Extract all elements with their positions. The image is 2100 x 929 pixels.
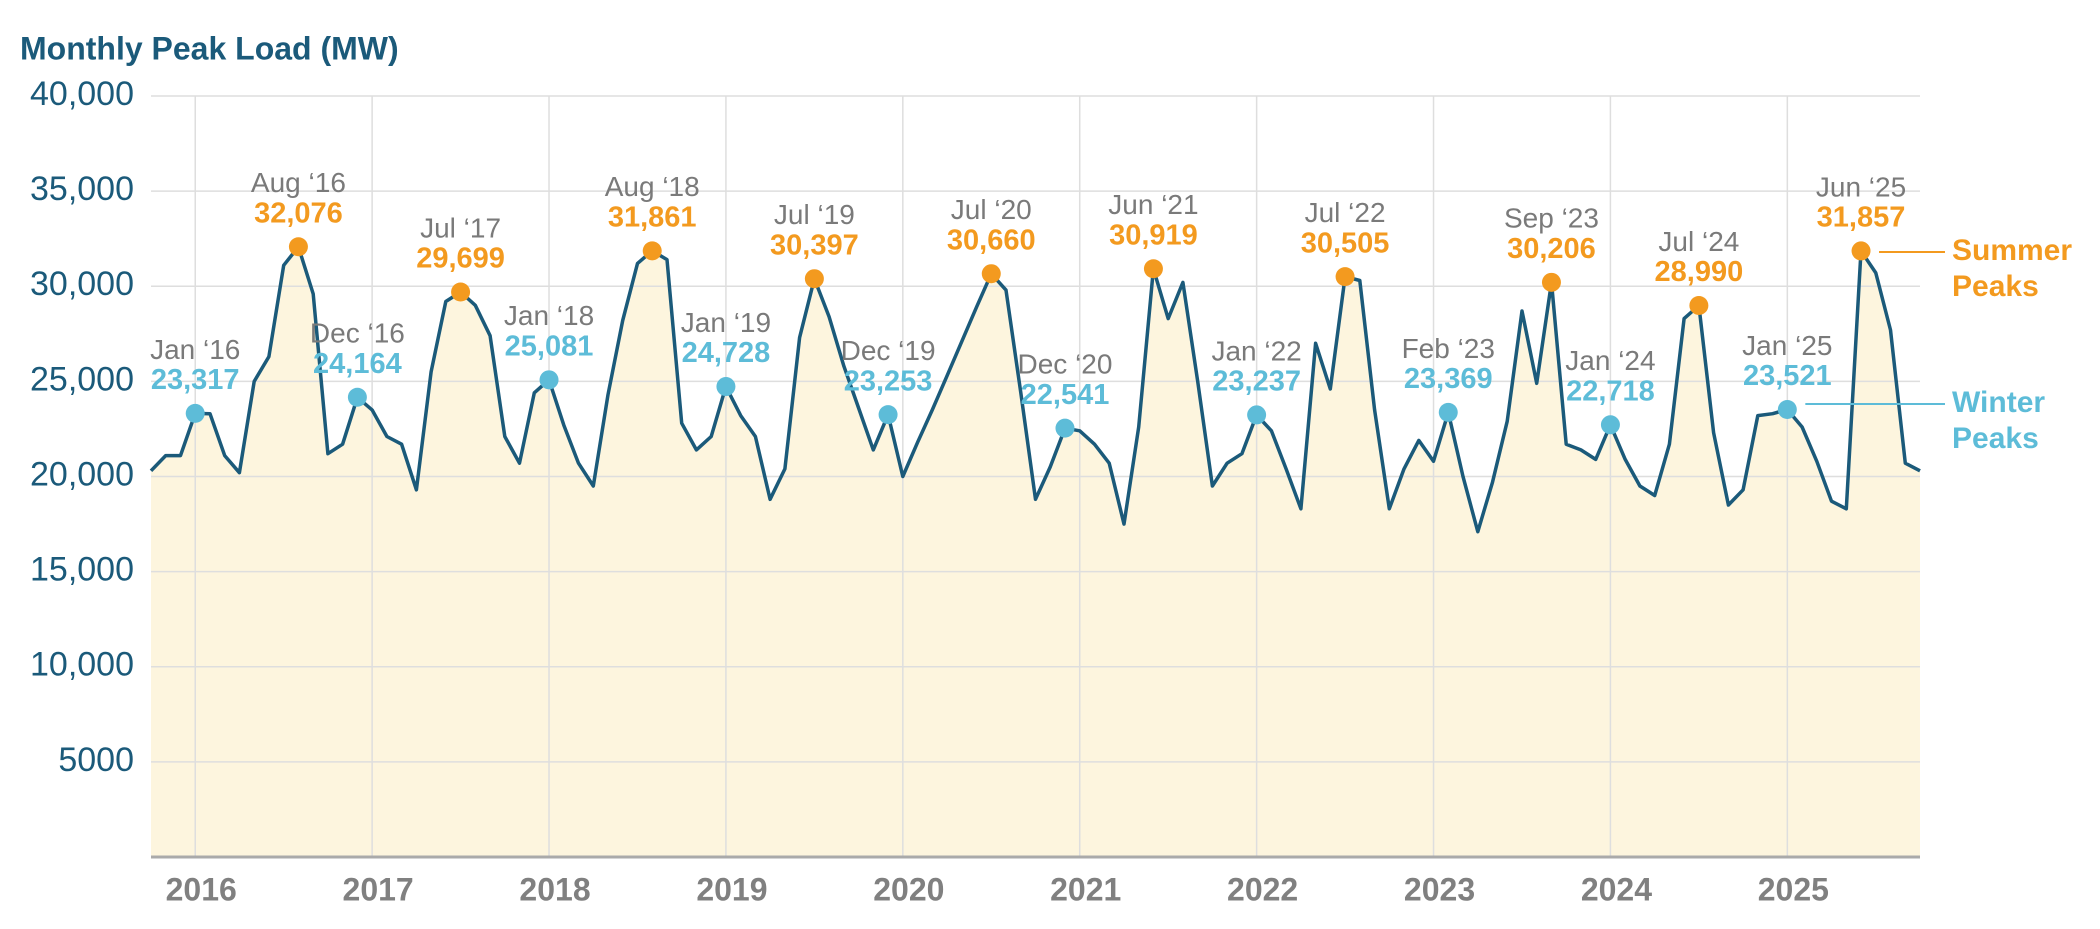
peak-date-label: Dec ‘20 bbox=[1018, 349, 1113, 380]
peak-date-label: Dec ‘16 bbox=[310, 318, 405, 349]
y-tick-label: 40,000 bbox=[30, 75, 134, 113]
peak-date-label: Jul ‘24 bbox=[1658, 226, 1739, 257]
y-tick-label: 10,000 bbox=[30, 646, 134, 684]
x-tick-label: 2020 bbox=[873, 871, 944, 907]
line bbox=[149, 245, 1921, 534]
peak-point bbox=[981, 264, 1001, 284]
peak-value-label: 31,861 bbox=[608, 202, 697, 234]
peak-value-label: 30,206 bbox=[1507, 233, 1596, 265]
y-tick-label: 20,000 bbox=[30, 455, 134, 493]
peak-value-label: 22,718 bbox=[1566, 375, 1655, 407]
peak-value-label: 28,990 bbox=[1655, 256, 1744, 288]
peak-point bbox=[878, 405, 898, 425]
peak-value-label: 23,521 bbox=[1743, 360, 1832, 392]
peak-value-label: 29,699 bbox=[416, 243, 505, 275]
x-tick-label: 2023 bbox=[1404, 871, 1475, 907]
peak-date-label: Jun ‘21 bbox=[1108, 189, 1198, 220]
peak-date-label: Sep ‘23 bbox=[1504, 203, 1599, 234]
peak-date-label: Dec ‘19 bbox=[841, 335, 936, 366]
area bbox=[151, 246, 1920, 858]
y-tick-label: 30,000 bbox=[30, 265, 134, 303]
legend-label: Summer Peaks bbox=[1952, 234, 2072, 303]
peak-point bbox=[185, 403, 205, 423]
peak-point bbox=[804, 269, 824, 289]
peak-point bbox=[716, 377, 736, 397]
x-tick-label: 2024 bbox=[1581, 871, 1652, 907]
y-tick-label: 5000 bbox=[58, 741, 134, 779]
peak-value-label: 23,237 bbox=[1212, 366, 1301, 398]
peak-point bbox=[288, 237, 308, 257]
peak-point bbox=[451, 282, 471, 302]
peak-point bbox=[1777, 400, 1797, 420]
peak-value-label: 22,541 bbox=[1021, 379, 1110, 411]
legend-word: Peaks bbox=[1952, 270, 2039, 303]
peak-point bbox=[1055, 418, 1075, 438]
peak-value-label: 23,317 bbox=[151, 364, 240, 396]
legend-word: Peaks bbox=[1952, 422, 2039, 455]
y-tick-label: 35,000 bbox=[30, 170, 134, 208]
peak-date-label: Jul ‘17 bbox=[420, 212, 501, 243]
legend-word: Summer bbox=[1952, 234, 2072, 267]
peak-point bbox=[1143, 259, 1163, 279]
peak-date-label: Jan ‘24 bbox=[1565, 345, 1655, 376]
x-tick-label: 2019 bbox=[696, 871, 767, 907]
peak-value-label: 24,164 bbox=[313, 348, 402, 380]
peak-date-label: Jan ‘22 bbox=[1211, 335, 1301, 366]
y-tick-label: 15,000 bbox=[30, 551, 134, 589]
peak-date-label: Jan ‘16 bbox=[150, 334, 240, 365]
peak-date-label: Jul ‘20 bbox=[951, 194, 1032, 225]
legend-label: Winter Peaks bbox=[1952, 386, 2045, 455]
peak-point bbox=[1335, 267, 1355, 287]
peak-point bbox=[1689, 295, 1709, 315]
peak-value-label: 23,253 bbox=[844, 365, 933, 397]
peak-date-label: Jul ‘19 bbox=[774, 199, 855, 230]
peak-point bbox=[1600, 415, 1620, 435]
peak-point bbox=[539, 370, 559, 390]
peak-date-label: Aug ‘18 bbox=[605, 171, 700, 202]
peak-value-label: 32,076 bbox=[254, 197, 343, 229]
peak-value-label: 30,397 bbox=[770, 229, 859, 261]
x-tick-label: 2017 bbox=[343, 871, 414, 907]
peak-date-label: Jan ‘18 bbox=[504, 300, 594, 331]
x-tick-label: 2018 bbox=[519, 871, 590, 907]
peak-value-label: 25,081 bbox=[505, 330, 594, 362]
x-tick-label: 2025 bbox=[1758, 871, 1829, 907]
peak-value-label: 30,505 bbox=[1301, 227, 1390, 259]
y-tick-label: 25,000 bbox=[30, 360, 134, 398]
peak-value-label: 23,369 bbox=[1404, 363, 1493, 395]
x-tick-label: 2022 bbox=[1227, 871, 1298, 907]
peak-point bbox=[347, 387, 367, 407]
peak-date-label: Jul ‘22 bbox=[1305, 197, 1386, 228]
chart-title: Monthly Peak Load (MW) bbox=[20, 30, 399, 66]
peak-value-label: 30,919 bbox=[1109, 219, 1198, 251]
peak-date-label: Jan ‘25 bbox=[1742, 330, 1832, 361]
peak-value-label: 31,857 bbox=[1817, 202, 1906, 234]
peak-date-label: Feb ‘23 bbox=[1402, 333, 1495, 364]
x-tick-label: 2021 bbox=[1050, 871, 1121, 907]
peak-value-label: 30,660 bbox=[947, 224, 1036, 256]
peak-point bbox=[1851, 241, 1871, 261]
legend-word: Winter bbox=[1952, 386, 2045, 419]
peak-value-label: 24,728 bbox=[682, 337, 771, 369]
peak-date-label: Jan ‘19 bbox=[681, 307, 771, 338]
peak-point bbox=[1541, 272, 1561, 292]
peak-date-label: Aug ‘16 bbox=[251, 167, 346, 198]
peak-point bbox=[1247, 405, 1267, 425]
x-tick-label: 2016 bbox=[166, 871, 237, 907]
peak-point bbox=[642, 241, 662, 261]
peak-point bbox=[1438, 402, 1458, 422]
peak-date-label: Jun ‘25 bbox=[1816, 171, 1906, 202]
